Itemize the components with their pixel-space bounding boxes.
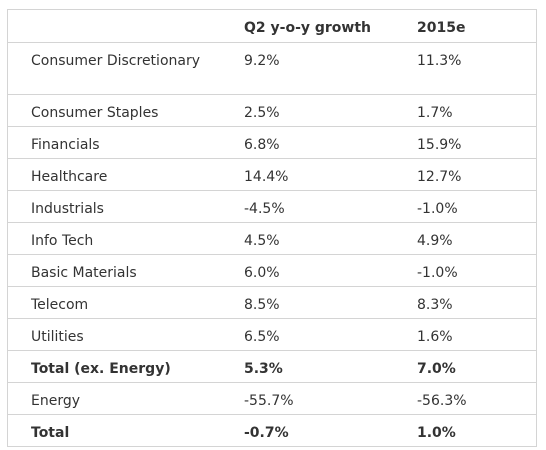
table-header-row: Q2 y-o-y growth 2015e	[8, 10, 536, 42]
sector-name: Healthcare	[31, 169, 108, 185]
sector-name: Info Tech	[31, 233, 94, 249]
table-row: Basic Materials 6.0% -1.0%	[8, 254, 536, 286]
sector-name: Consumer Discretionary	[31, 53, 200, 69]
q2-growth-value: -0.7%	[244, 425, 289, 441]
q2-growth-value: 6.0%	[244, 265, 280, 281]
q2-growth-value: 8.5%	[244, 297, 280, 313]
2015e-value: 1.0%	[417, 425, 456, 441]
q2-growth-value: 4.5%	[244, 233, 280, 249]
table-row: Financials 6.8% 15.9%	[8, 126, 536, 158]
header-2015e: 2015e	[417, 20, 466, 36]
q2-growth-value: 2.5%	[244, 105, 280, 121]
table-row: Telecom 8.5% 8.3%	[8, 286, 536, 318]
q2-growth-value: 6.8%	[244, 137, 280, 153]
table-row: Consumer Discretionary 9.2% 11.3%	[8, 42, 536, 94]
q2-growth-value: -4.5%	[244, 201, 285, 217]
2015e-value: -56.3%	[417, 393, 467, 409]
header-q2-growth: Q2 y-o-y growth	[244, 20, 372, 36]
sector-name: Consumer Staples	[31, 105, 159, 121]
2015e-value: -1.0%	[417, 201, 458, 217]
2015e-value: 12.7%	[417, 169, 462, 185]
2015e-value: 4.9%	[417, 233, 453, 249]
sector-name: Total (ex. Energy)	[31, 361, 171, 377]
table-row: Utilities 6.5% 1.6%	[8, 318, 536, 350]
sector-name: Utilities	[31, 329, 84, 345]
header-sector	[8, 10, 219, 42]
q2-growth-value: 5.3%	[244, 361, 283, 377]
table-row: Energy -55.7% -56.3%	[8, 382, 536, 414]
sector-name: Basic Materials	[31, 265, 137, 281]
sector-name: Telecom	[31, 297, 89, 313]
q2-growth-value: 14.4%	[244, 169, 289, 185]
sector-name: Energy	[31, 393, 81, 409]
sector-name: Industrials	[31, 201, 104, 217]
table-row-subtotal: Total (ex. Energy) 5.3% 7.0%	[8, 350, 536, 382]
table-row: Info Tech 4.5% 4.9%	[8, 222, 536, 254]
sector-name: Financials	[31, 137, 100, 153]
2015e-value: 15.9%	[417, 137, 462, 153]
2015e-value: 1.6%	[417, 329, 453, 345]
sector-name: Total	[31, 425, 70, 441]
table-row: Healthcare 14.4% 12.7%	[8, 158, 536, 190]
growth-table: Q2 y-o-y growth 2015e Consumer Discretio…	[7, 9, 537, 447]
q2-growth-value: -55.7%	[244, 393, 294, 409]
table-row: Consumer Staples 2.5% 1.7%	[8, 94, 536, 126]
2015e-value: 7.0%	[417, 361, 456, 377]
2015e-value: 11.3%	[417, 53, 462, 69]
q2-growth-value: 9.2%	[244, 53, 280, 69]
table-row: Industrials -4.5% -1.0%	[8, 190, 536, 222]
table-row-total: Total -0.7% 1.0%	[8, 414, 536, 446]
q2-growth-value: 6.5%	[244, 329, 280, 345]
2015e-value: 1.7%	[417, 105, 453, 121]
2015e-value: 8.3%	[417, 297, 453, 313]
2015e-value: -1.0%	[417, 265, 458, 281]
